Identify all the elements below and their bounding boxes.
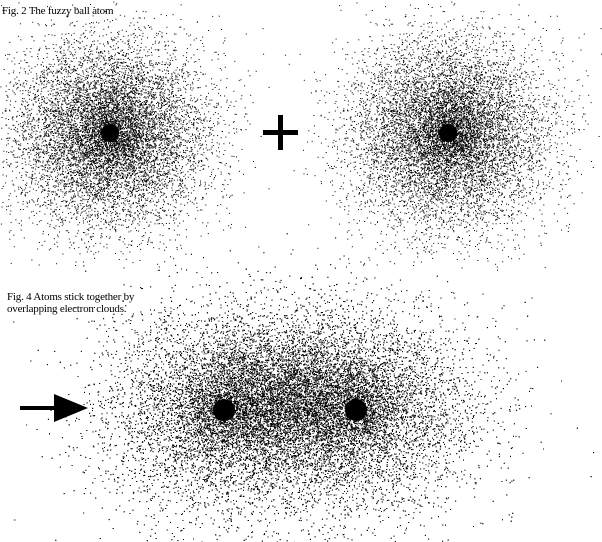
nucleus-left-atom — [101, 124, 119, 142]
plus-icon — [263, 115, 298, 150]
figure-4-caption-line-2: overlapping electron clouds. — [7, 303, 134, 315]
electron-cloud-right-atom — [218, 2, 602, 271]
figure-4-caption-line-1: Fig. 4 Atoms stick together by — [7, 291, 134, 303]
electron-cloud-molecule — [13, 161, 594, 542]
arrow-right-icon — [20, 394, 88, 422]
nucleus-molecule-right — [345, 399, 367, 421]
electron-cloud-left-atom — [0, 2, 316, 271]
nucleus-molecule-left — [213, 399, 235, 421]
figure-2-caption: Fig. 2 The fuzzy ball atom — [2, 5, 113, 17]
figure-4-caption: Fig. 4 Atoms stick together by overlappi… — [7, 291, 134, 315]
nucleus-right-atom — [439, 124, 457, 142]
